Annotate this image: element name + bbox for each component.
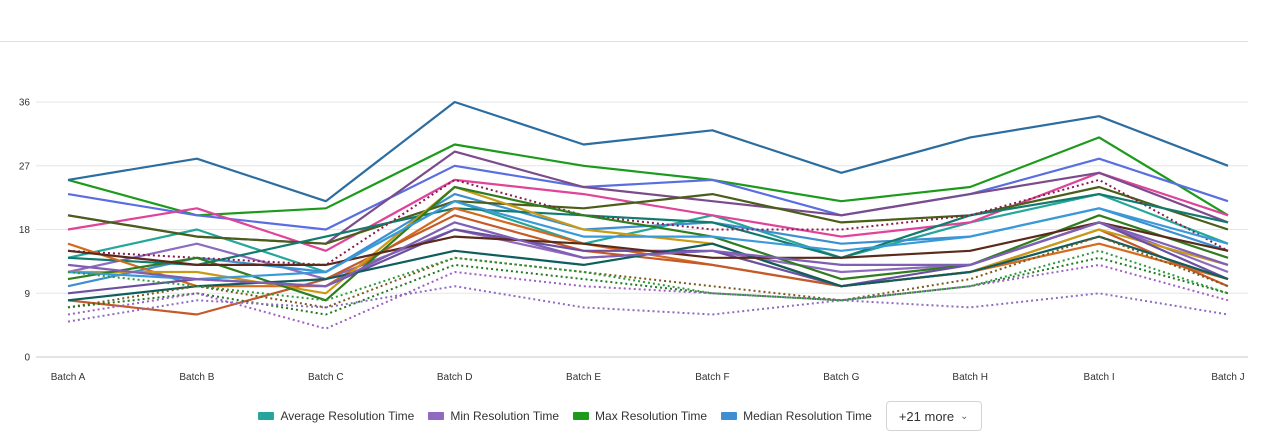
legend-item-average-resolution-time[interactable]: Average Resolution Time bbox=[258, 409, 414, 423]
legend-more-label: +21 more bbox=[898, 408, 955, 424]
x-tick-label: Batch H bbox=[952, 372, 988, 383]
series-line-23[interactable] bbox=[67, 263, 1229, 330]
series-line-25[interactable] bbox=[67, 249, 1229, 302]
series-line-11[interactable] bbox=[67, 178, 1229, 266]
y-tick-label: 9 bbox=[24, 289, 30, 300]
x-tick-label: Batch A bbox=[51, 372, 86, 383]
grid-lines bbox=[36, 101, 1248, 358]
x-tick-label: Batch E bbox=[566, 372, 601, 383]
top-divider bbox=[0, 41, 1248, 42]
x-tick-label: Batch I bbox=[1084, 372, 1115, 383]
series-line-18[interactable] bbox=[67, 221, 1229, 266]
series-line-20[interactable] bbox=[67, 221, 1229, 288]
legend-swatch bbox=[721, 412, 738, 420]
legend-label: Average Resolution Time bbox=[280, 409, 415, 423]
series-lines bbox=[67, 100, 1229, 330]
chart-legend: Average Resolution Time Min Resolution T… bbox=[0, 400, 1240, 432]
legend-label: Max Resolution Time bbox=[595, 409, 708, 423]
y-tick-label: 36 bbox=[19, 98, 31, 109]
legend-swatch bbox=[428, 412, 445, 420]
y-tick-label: 0 bbox=[24, 353, 30, 364]
y-axis-ticks: 0 9 18 27 36 bbox=[19, 98, 31, 364]
legend-item-median-resolution-time[interactable]: Median Resolution Time bbox=[721, 409, 872, 423]
legend-more-button[interactable]: +21 more ⌄ bbox=[885, 401, 982, 431]
legend-label: Median Resolution Time bbox=[743, 409, 872, 423]
series-line-3[interactable] bbox=[67, 136, 1229, 217]
series-line-19[interactable] bbox=[67, 200, 1229, 281]
legend-label: Min Resolution Time bbox=[450, 409, 560, 423]
x-tick-label: Batch J bbox=[1211, 372, 1244, 383]
series-line-15[interactable] bbox=[67, 185, 1229, 302]
series-line-10[interactable] bbox=[67, 193, 1229, 266]
y-tick-label: 27 bbox=[19, 161, 31, 172]
chevron-down-icon: ⌄ bbox=[960, 410, 969, 422]
series-line-9[interactable] bbox=[67, 185, 1229, 245]
legend-swatch bbox=[258, 412, 275, 420]
legend-swatch bbox=[573, 412, 590, 420]
legend-item-min-resolution-time[interactable]: Min Resolution Time bbox=[428, 409, 559, 423]
x-axis-ticks: Batch A Batch B Batch C Batch D Batch E Batch… bbox=[51, 372, 1245, 383]
legend-item-max-resolution-time[interactable]: Max Resolution Time bbox=[573, 409, 707, 423]
x-tick-label: Batch F bbox=[695, 372, 729, 383]
x-tick-label: Batch G bbox=[823, 372, 859, 383]
x-tick-label: Batch B bbox=[179, 372, 214, 383]
x-tick-label: Batch D bbox=[437, 372, 473, 383]
series-line-24[interactable] bbox=[67, 285, 1229, 323]
series-line-21[interactable] bbox=[67, 235, 1229, 309]
x-tick-label: Batch C bbox=[308, 372, 344, 383]
series-line-6[interactable] bbox=[67, 157, 1229, 231]
y-tick-label: 18 bbox=[19, 225, 31, 236]
series-line-5[interactable] bbox=[67, 100, 1229, 203]
